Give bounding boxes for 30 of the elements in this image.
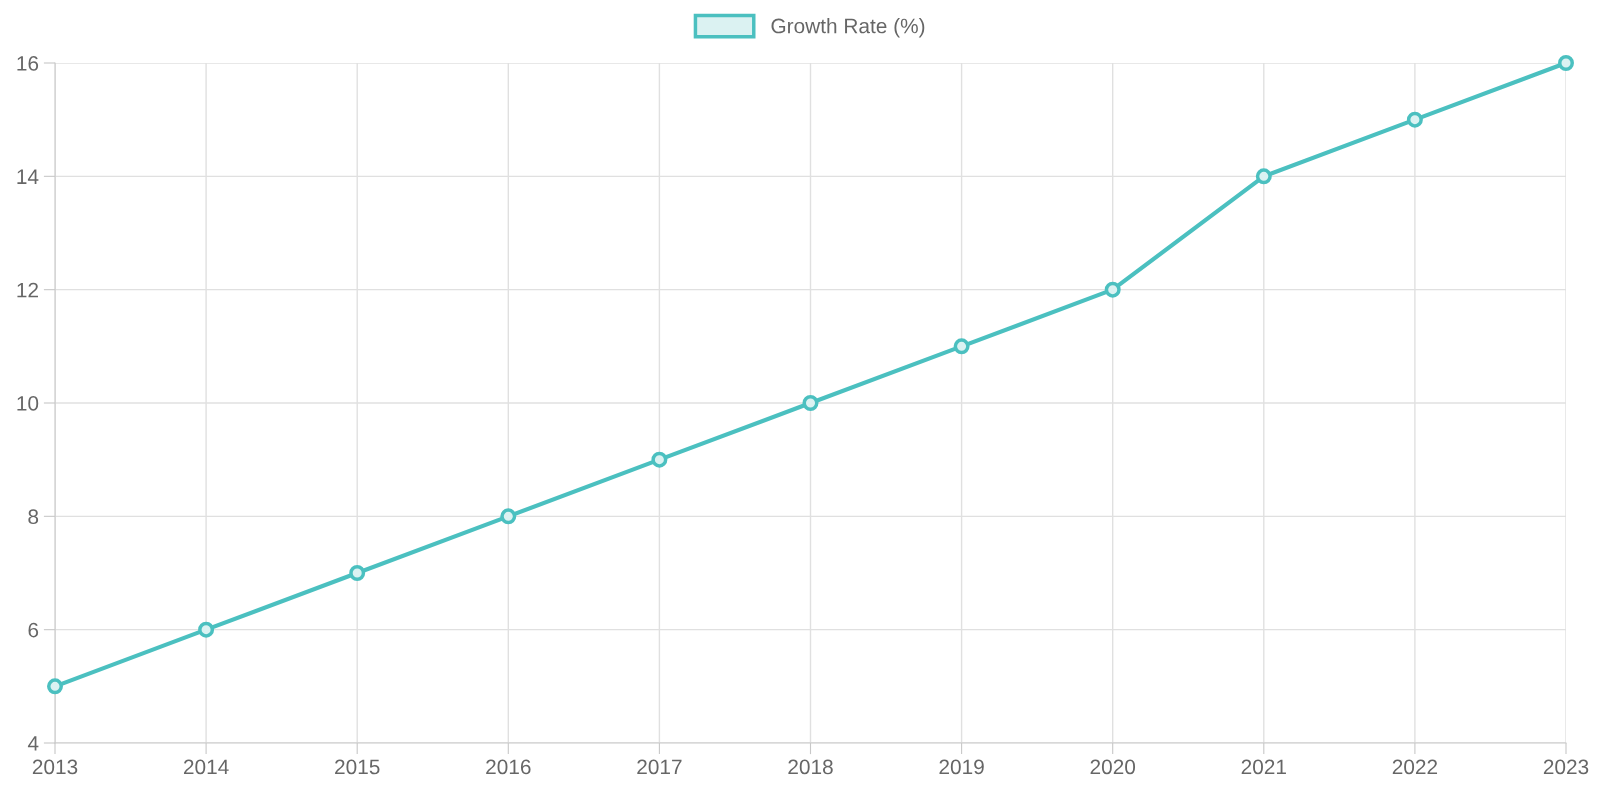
point bbox=[500, 508, 517, 525]
x-tick-label: 2021 bbox=[1241, 759, 1286, 775]
y-tick-label: 12 bbox=[17, 282, 38, 298]
legend-label: Growth Rate (%) bbox=[771, 18, 925, 38]
y-tick-label: 14 bbox=[17, 169, 39, 184]
point bbox=[198, 621, 215, 638]
point bbox=[1406, 111, 1423, 128]
point bbox=[953, 338, 970, 355]
x-tick-label: 2013 bbox=[32, 759, 78, 775]
point bbox=[1558, 55, 1574, 71]
x-tick-label: 2020 bbox=[1090, 759, 1136, 775]
y-tick-label: 16 bbox=[17, 56, 39, 71]
point bbox=[1255, 168, 1272, 185]
y-tick-label: 6 bbox=[28, 622, 39, 638]
point bbox=[651, 451, 668, 468]
point bbox=[47, 678, 63, 695]
x-tick-label: 2015 bbox=[335, 759, 380, 775]
x-tick-label: 2014 bbox=[183, 759, 229, 775]
y-tick-label: 8 bbox=[28, 509, 39, 525]
point bbox=[349, 565, 366, 581]
x-tick-label: 2022 bbox=[1392, 759, 1438, 775]
x-tick-label: 2023 bbox=[1543, 759, 1589, 775]
y-tick-label: 10 bbox=[17, 396, 39, 411]
x-tick-label: 2018 bbox=[788, 759, 833, 775]
x-tick-label: 2016 bbox=[486, 759, 531, 775]
y-tick-label: 4 bbox=[27, 736, 39, 751]
point bbox=[802, 395, 819, 411]
point bbox=[1104, 281, 1121, 298]
x-tick-label: 2017 bbox=[637, 759, 682, 775]
x-tick-label: 2019 bbox=[939, 759, 984, 775]
